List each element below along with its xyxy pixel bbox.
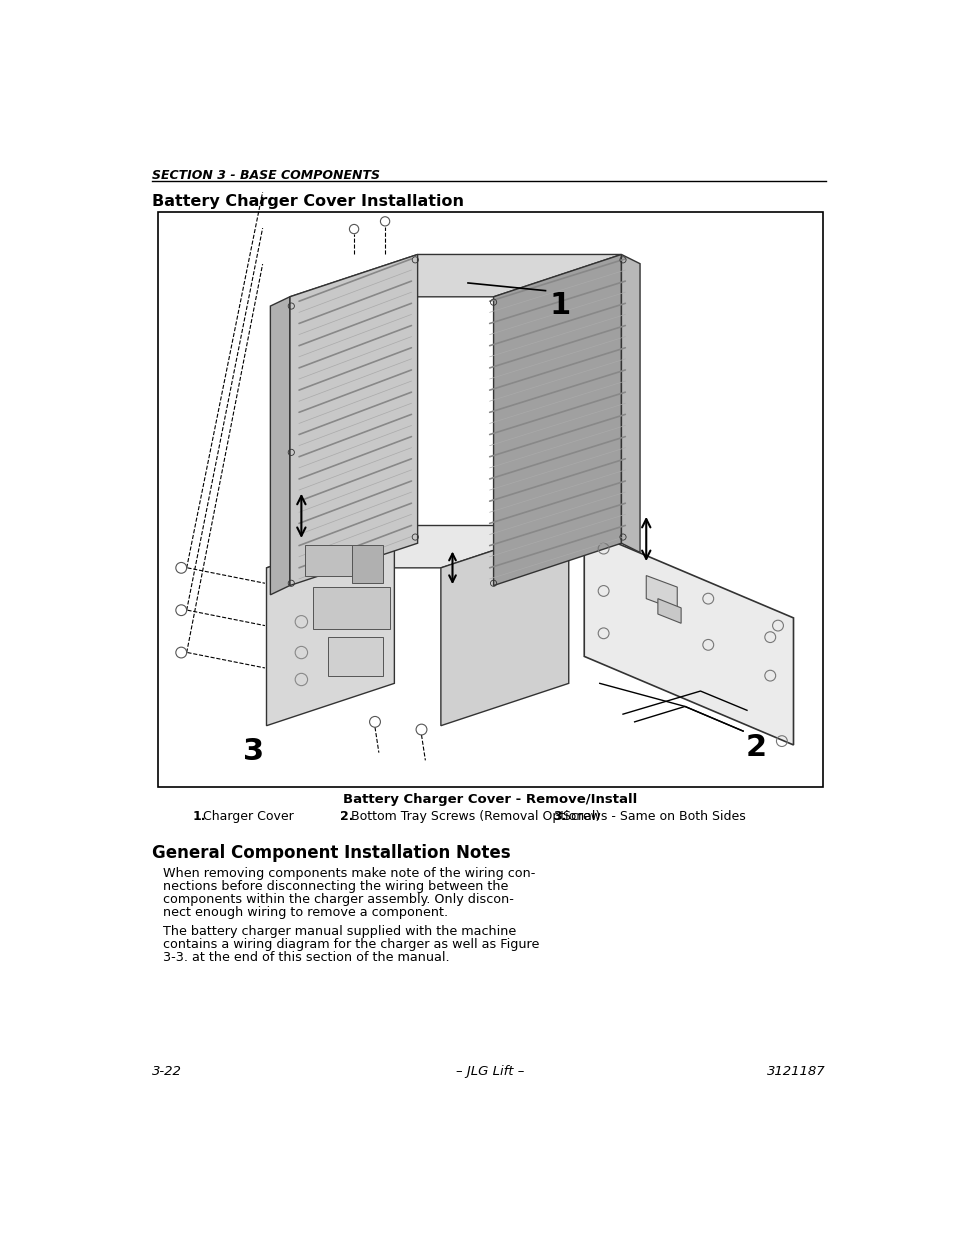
Bar [328, 637, 382, 676]
Text: nect enough wiring to remove a component.: nect enough wiring to remove a component… [163, 906, 448, 919]
Polygon shape [658, 599, 680, 624]
Polygon shape [290, 254, 417, 585]
Text: contains a wiring diagram for the charger as well as Figure: contains a wiring diagram for the charge… [163, 939, 539, 951]
Bar [158, 212, 822, 787]
Text: Battery Charger Cover - Remove/Install: Battery Charger Cover - Remove/Install [343, 793, 637, 805]
Polygon shape [583, 530, 793, 745]
Text: 2: 2 [744, 734, 766, 762]
Text: 3.: 3. [553, 810, 566, 824]
Text: Battery Charger Cover Installation: Battery Charger Cover Installation [152, 194, 463, 210]
Text: 3: 3 [243, 737, 264, 766]
Text: SECTION 3 - BASE COMPONENTS: SECTION 3 - BASE COMPONENTS [152, 169, 379, 182]
Bar [352, 545, 382, 583]
Text: Screws - Same on Both Sides: Screws - Same on Both Sides [562, 810, 745, 824]
Text: nections before disconnecting the wiring between the: nections before disconnecting the wiring… [163, 879, 508, 893]
Bar [313, 587, 390, 630]
Polygon shape [266, 526, 394, 726]
Text: When removing components make note of the wiring con-: When removing components make note of th… [163, 867, 536, 879]
Polygon shape [493, 254, 620, 585]
Polygon shape [266, 526, 568, 568]
Text: Charger Cover: Charger Cover [203, 810, 294, 824]
Text: 3-22: 3-22 [152, 1065, 181, 1078]
Polygon shape [270, 296, 290, 595]
Polygon shape [290, 254, 620, 296]
Text: General Component Installation Notes: General Component Installation Notes [152, 844, 510, 862]
Polygon shape [620, 254, 639, 552]
Bar [305, 545, 352, 576]
Text: 1: 1 [549, 290, 570, 320]
Text: components within the charger assembly. Only discon-: components within the charger assembly. … [163, 893, 514, 905]
Text: 3-3. at the end of this section of the manual.: 3-3. at the end of this section of the m… [163, 951, 450, 965]
Polygon shape [440, 526, 568, 726]
Text: The battery charger manual supplied with the machine: The battery charger manual supplied with… [163, 925, 517, 939]
Text: Bottom Tray Screws (Removal Optional): Bottom Tray Screws (Removal Optional) [351, 810, 599, 824]
Polygon shape [645, 576, 677, 610]
Text: 2.: 2. [340, 810, 354, 824]
Text: 3121187: 3121187 [766, 1065, 825, 1078]
Text: – JLG Lift –: – JLG Lift – [456, 1065, 524, 1078]
Text: 1.: 1. [193, 810, 206, 824]
